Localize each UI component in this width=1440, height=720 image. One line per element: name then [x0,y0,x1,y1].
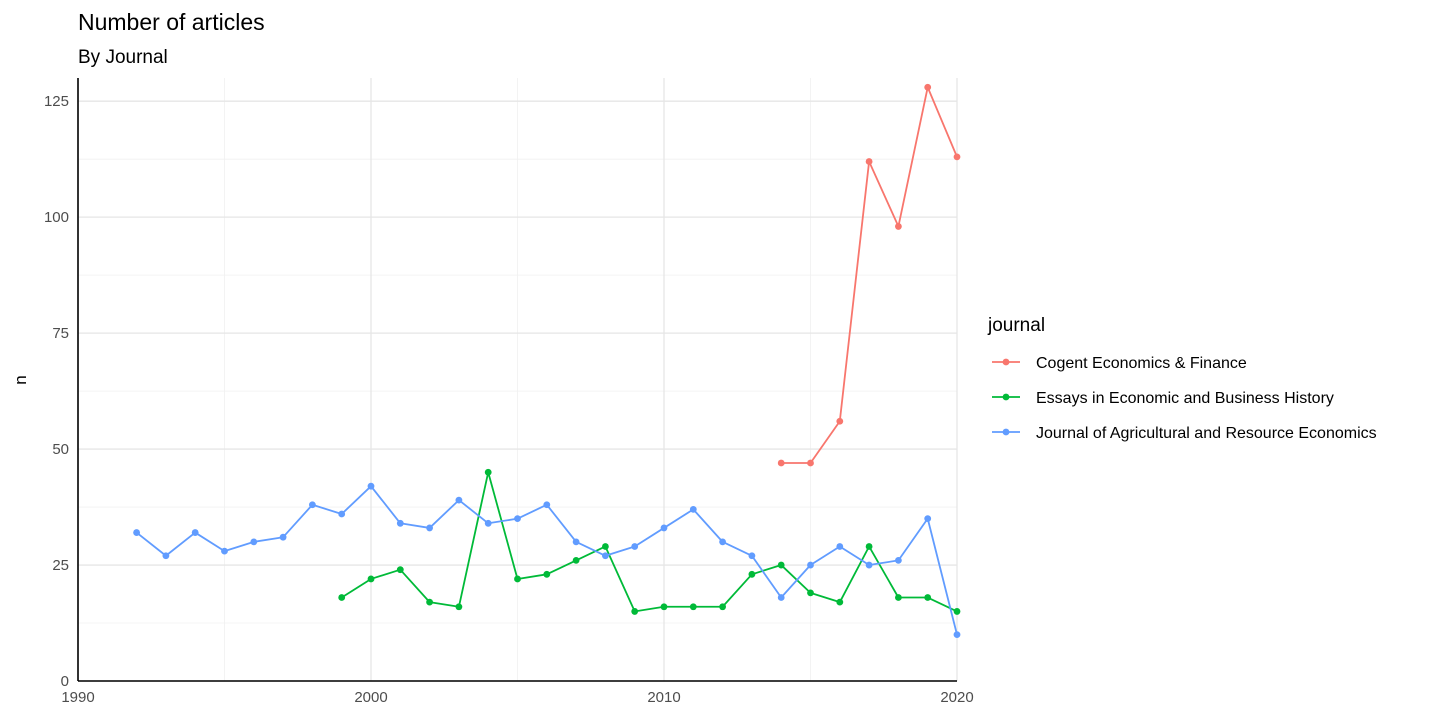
data-point [514,515,521,523]
data-point [895,557,902,564]
data-point [924,515,932,523]
data-point [777,561,785,569]
data-point [426,598,433,606]
data-point [807,561,814,569]
x-tick-label: 2020 [940,689,973,706]
data-point [309,501,316,509]
series-3 [133,482,961,639]
data-point [924,83,932,91]
series-2 [338,468,961,615]
data-point [631,608,639,615]
y-tick-label: 75 [52,325,69,342]
x-tick-label: 2010 [647,689,680,706]
data-point [836,543,844,550]
legend-title: journal [987,315,1045,336]
data-point [895,594,902,601]
grid-lines [77,78,958,682]
chart-title: Number of articles [78,9,265,35]
series-line [341,471,958,613]
data-point [660,603,668,611]
data-point [484,468,492,476]
plot-area [133,83,961,639]
x-tick-label: 1990 [61,689,94,706]
data-point [719,603,726,611]
y-tick-label: 50 [52,441,69,458]
data-point [953,153,961,161]
x-axis-ticks: 1990 2000 2010 2020 [61,689,973,706]
data-point [748,552,756,560]
data-point [338,594,346,601]
data-point [221,547,228,555]
x-tick-label: 2000 [354,689,387,706]
legend-items: Cogent Economics & Finance Essays in Econ… [992,355,1377,442]
data-point [689,603,697,611]
data-point [953,631,961,639]
data-point [250,538,258,546]
legend: journal Cogent Economics & Finance Essays… [987,315,1377,442]
legend-label: Essays in Economic and Business History [1036,390,1334,407]
series-line [136,485,958,635]
data-point [338,510,346,518]
data-point [748,570,756,578]
data-point [514,575,521,583]
legend-key-point [1002,393,1010,401]
data-point [660,524,668,532]
data-point [719,538,726,546]
chart-subtitle: By Journal [78,47,168,68]
data-point [279,533,287,541]
data-point [484,519,492,527]
data-point [133,529,141,536]
legend-item: Cogent Economics & Finance [992,355,1247,372]
data-point [865,543,873,550]
series-1 [777,83,961,467]
y-axis-title: n [11,375,30,384]
data-point [865,158,873,165]
data-point [572,557,580,564]
data-point [807,459,814,467]
data-point [455,603,463,611]
data-point [426,524,433,532]
y-axis-ticks: 0 25 50 75 100 125 [44,93,69,690]
legend-key-point [1002,428,1010,436]
legend-label: Cogent Economics & Finance [1036,355,1247,372]
data-point [777,594,785,601]
data-point [455,496,463,504]
y-tick-label: 25 [52,557,69,574]
y-tick-label: 100 [44,209,69,226]
legend-key-point [1002,358,1010,366]
data-point [807,589,814,597]
data-point [367,575,375,583]
data-point [367,482,375,490]
data-point [543,501,551,509]
data-point [836,417,844,425]
data-point [396,519,404,527]
legend-item: Essays in Economic and Business History [992,390,1334,407]
data-point [396,566,404,574]
data-point [953,608,961,615]
data-point [602,543,609,550]
legend-item: Journal of Agricultural and Resource Eco… [992,425,1377,442]
legend-label: Journal of Agricultural and Resource Eco… [1036,425,1377,442]
y-tick-label: 125 [44,93,69,110]
data-point [865,561,873,569]
data-point [162,552,170,560]
data-point [924,594,932,601]
data-point [631,543,639,550]
data-point [543,570,551,578]
y-tick-label: 0 [61,673,69,690]
axes [77,78,957,682]
data-point [689,505,697,513]
data-point [191,529,199,536]
data-point [572,538,580,546]
data-point [777,459,785,467]
data-point [602,552,609,560]
data-point [895,223,902,230]
data-point [836,598,844,606]
